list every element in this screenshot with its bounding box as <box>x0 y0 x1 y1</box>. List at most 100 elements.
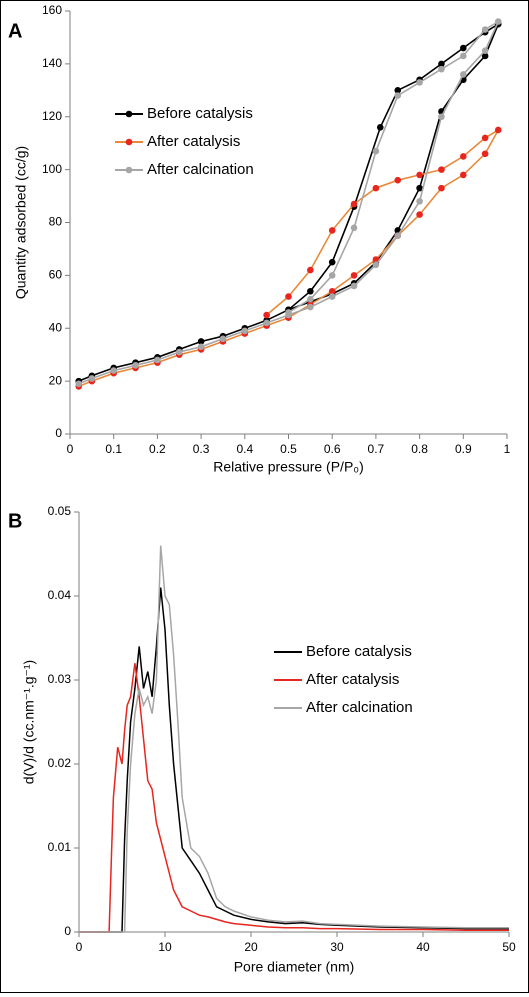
x-tick-label: 0.6 <box>324 442 341 456</box>
marker <box>350 282 358 290</box>
marker <box>328 258 336 266</box>
marker <box>481 134 489 142</box>
marker <box>494 126 502 134</box>
legend-marker <box>125 166 133 174</box>
marker <box>438 60 445 68</box>
y-tick-label: 80 <box>49 215 63 229</box>
marker <box>328 293 336 300</box>
x-tick-label: 0.9 <box>455 442 472 456</box>
legend-marker <box>125 138 133 146</box>
y-axis-label: d(V)/d (cc.nm⁻¹.g⁻¹) <box>21 660 37 784</box>
legend-label: After catalysis <box>306 671 399 688</box>
marker <box>394 92 402 99</box>
panel-label: B <box>8 510 22 532</box>
x-tick-label: 50 <box>502 940 516 954</box>
marker <box>416 211 423 218</box>
marker <box>372 256 380 263</box>
marker <box>460 153 467 160</box>
x-tick-label: 10 <box>158 940 172 954</box>
series-line <box>78 19 501 385</box>
marker <box>241 327 249 335</box>
marker <box>481 150 489 158</box>
marker <box>350 200 358 208</box>
x-tick-label: 0.3 <box>193 442 210 456</box>
marker <box>350 272 358 279</box>
marker <box>132 361 139 369</box>
marker <box>460 44 467 52</box>
x-tick-label: 30 <box>330 940 344 954</box>
marker <box>263 311 270 319</box>
x-tick-label: 1 <box>504 442 511 456</box>
x-tick-label: 0.2 <box>149 442 166 456</box>
marker <box>197 338 205 345</box>
marker <box>307 303 314 311</box>
marker <box>197 343 205 351</box>
y-axis-label: Quantity adsorbed (cc/g) <box>13 146 29 299</box>
panel-label: A <box>8 20 22 42</box>
y-tick-label: 40 <box>49 320 63 334</box>
marker <box>460 71 467 78</box>
series-line <box>79 545 509 933</box>
series-line <box>78 127 501 388</box>
marker <box>328 272 336 279</box>
y-tick-label: 0.04 <box>48 588 72 602</box>
x-tick-label: 0.8 <box>411 442 428 456</box>
marker <box>372 184 380 192</box>
legend-label: After calcination <box>306 699 413 716</box>
marker <box>75 380 83 388</box>
x-axis-label: Pore diameter (nm) <box>234 959 355 975</box>
marker <box>154 356 161 364</box>
marker <box>494 18 502 25</box>
marker <box>219 335 227 343</box>
marker <box>394 232 402 240</box>
x-tick-label: 0 <box>76 940 83 954</box>
y-tick-label: 0.05 <box>48 504 72 518</box>
y-tick-label: 0 <box>64 924 71 938</box>
marker <box>350 224 358 232</box>
marker <box>307 295 314 303</box>
marker <box>372 147 380 155</box>
marker <box>285 293 292 300</box>
marker <box>376 124 384 131</box>
x-tick-label: 20 <box>244 940 258 954</box>
marker <box>394 176 402 184</box>
marker <box>394 87 402 94</box>
marker <box>481 47 489 54</box>
y-tick-label: 120 <box>42 109 62 123</box>
legend-label: After calcination <box>147 161 254 178</box>
y-tick-label: 0.02 <box>48 756 72 770</box>
legend-marker <box>125 110 133 118</box>
marker <box>88 375 96 382</box>
marker <box>481 52 489 60</box>
x-tick-label: 0.1 <box>105 442 122 456</box>
marker <box>307 287 314 295</box>
y-tick-label: 0 <box>55 426 62 440</box>
series-line <box>79 587 509 933</box>
marker <box>110 367 117 374</box>
legend-label: Before catalysis <box>306 643 412 660</box>
x-tick-label: 0 <box>67 442 74 456</box>
marker <box>416 198 423 205</box>
y-tick-label: 160 <box>42 3 62 17</box>
marker <box>372 261 380 269</box>
marker <box>460 171 467 179</box>
marker <box>416 184 423 192</box>
marker <box>438 166 445 173</box>
marker <box>438 113 445 121</box>
x-tick-label: 40 <box>416 940 430 954</box>
x-axis-label: Relative pressure (P/P₀) <box>213 459 364 475</box>
marker <box>481 26 489 33</box>
x-tick-label: 0.5 <box>280 442 297 456</box>
marker <box>307 266 314 274</box>
marker <box>460 52 467 60</box>
y-tick-label: 60 <box>49 268 63 282</box>
marker <box>175 348 183 356</box>
y-tick-label: 20 <box>49 373 63 387</box>
y-tick-label: 0.01 <box>48 840 72 854</box>
legend-label: After catalysis <box>147 133 240 150</box>
marker <box>416 79 423 86</box>
legend-label: Before catalysis <box>147 105 253 122</box>
series-line <box>78 22 500 382</box>
